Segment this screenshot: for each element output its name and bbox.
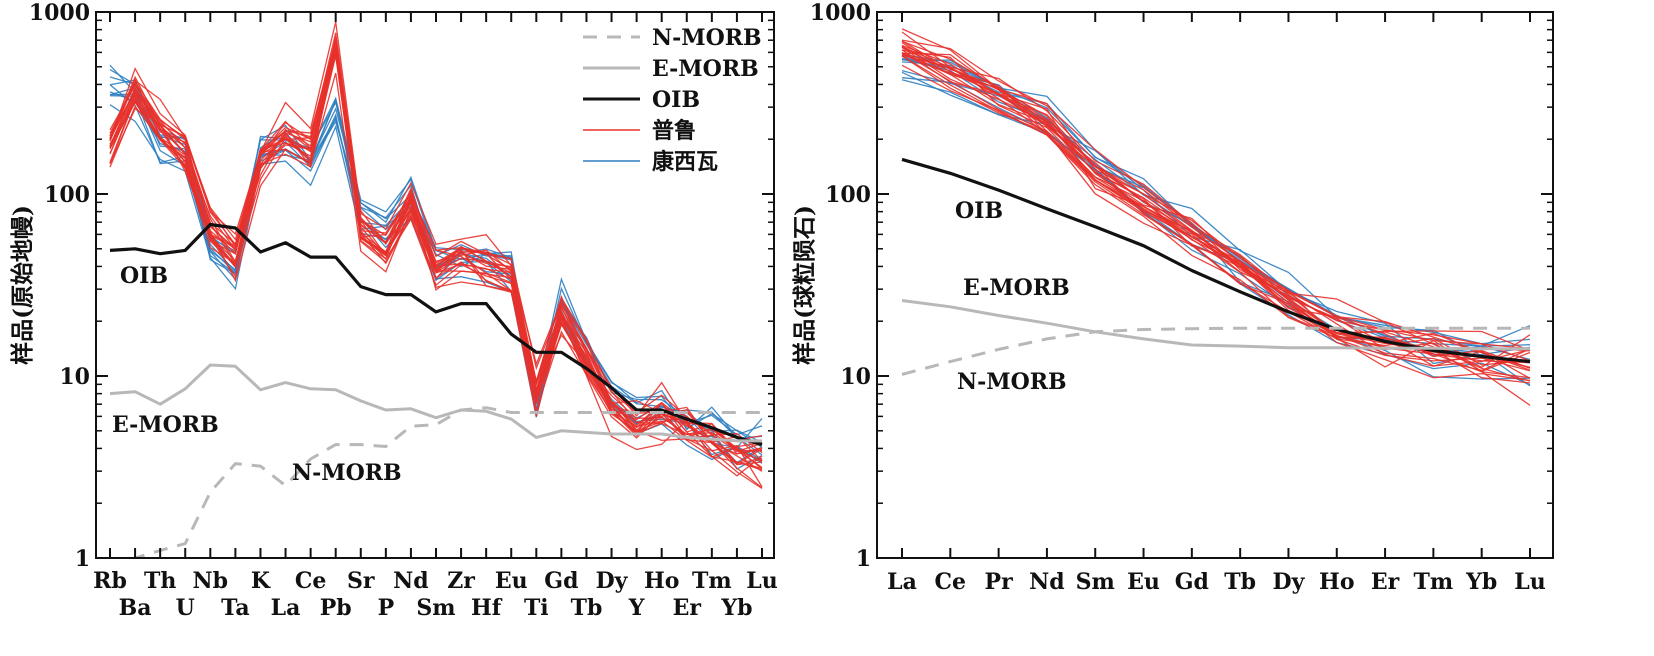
y-tick-label: 100	[44, 182, 90, 208]
pulu-sample-line	[109, 54, 763, 490]
x-tick-label: La	[271, 595, 301, 621]
x-tick-label: Tb	[571, 595, 603, 621]
x-tick-label: Gd	[544, 568, 578, 594]
y-tick-label: 1	[856, 546, 871, 572]
x-tick-label: Ho	[644, 568, 679, 594]
y-tick-label: 100	[825, 182, 871, 208]
nmorb-annotation: N-MORB	[957, 369, 1067, 395]
primitive-mantle-axes: 1 10 100 1000 Rb Th Nb K Ce Sr Nd Zr Eu Gd Dy Ho Tm Lu Ba U…	[9, 0, 778, 621]
x-tick-label: Eu	[1127, 569, 1160, 595]
x-tick-label: Lu	[746, 568, 777, 594]
nmorb-reference-line	[901, 326, 1530, 376]
y-tick-label: 1000	[29, 0, 90, 26]
legend-label: OIB	[652, 87, 700, 113]
emorb-reference-line	[901, 299, 1530, 351]
kangxiwa-sample-line	[109, 95, 763, 461]
legend-label: 普鲁	[652, 118, 696, 144]
pulu-sample-line	[901, 55, 1531, 382]
primitive-mantle-reference-lines	[109, 222, 763, 558]
x-tick-label: Tm	[692, 568, 732, 594]
emorb-reference-line	[109, 363, 762, 443]
x-tick-label: La	[887, 569, 917, 595]
y-tick-label: 10	[840, 364, 871, 390]
x-tick-label: P	[378, 595, 395, 621]
oib-annotation: OIB	[120, 263, 168, 289]
chondrite-panel: 1 10 100 1000 La Ce Pr Nd Sm Eu Gd Tb Dy Ho Er Tm Yb Lu 样品…	[791, 0, 1554, 595]
x-tick-label: Ta	[221, 595, 250, 621]
x-tick-label: Lu	[1514, 569, 1545, 595]
x-tick-label: Pr	[985, 569, 1014, 595]
x-tick-label: Tm	[1414, 569, 1454, 595]
chondrite-series	[901, 28, 1531, 406]
nmorb-annotation: N-MORB	[292, 460, 402, 486]
x-tick-label: Hf	[471, 595, 503, 621]
x-tick-label: U	[176, 595, 195, 621]
y-tick-label: 1000	[810, 0, 871, 26]
chondrite-axes: 1 10 100 1000 La Ce Pr Nd Sm Eu Gd Tb Dy Ho Er Tm Yb Lu 样品…	[791, 0, 1553, 595]
x-tick-label: Y	[628, 595, 645, 621]
x-tick-label: Ce	[935, 569, 967, 595]
x-tick-label: Th	[144, 568, 176, 594]
x-tick-label: Pb	[320, 595, 352, 621]
x-tick-label: Sm	[416, 595, 455, 621]
x-tick-label: Er	[1371, 569, 1400, 595]
pulu-sample-line	[901, 28, 1531, 362]
x-tick-label: Zr	[447, 568, 475, 594]
oib-reference-line	[109, 222, 763, 447]
pulu-sample-line	[109, 51, 763, 466]
legend-label: 康西瓦	[652, 149, 718, 175]
emorb-annotation: E-MORB	[963, 275, 1070, 301]
x-tick-label: Yb	[720, 595, 752, 621]
y-axis-label: 样品(原始地幔)	[9, 205, 36, 365]
y-tick-label: 1	[75, 546, 90, 572]
emorb-annotation: E-MORB	[112, 412, 219, 438]
x-tick-label: Ho	[1319, 569, 1354, 595]
x-tick-label: Gd	[1175, 569, 1209, 595]
x-tick-label: Dy	[1273, 569, 1306, 595]
kangxiwa-sample-line	[901, 77, 1531, 380]
x-tick-label: Eu	[495, 568, 528, 594]
x-tick-label: Ba	[119, 595, 152, 621]
x-tick-label: Er	[673, 595, 702, 621]
x-tick-label: Sm	[1076, 569, 1115, 595]
x-tick-label: K	[251, 568, 271, 594]
pulu-sample-line	[109, 48, 763, 462]
y-axis-label: 样品(球粒陨石)	[791, 205, 818, 365]
oib-annotation: OIB	[955, 198, 1003, 224]
pulu-sample-line	[109, 49, 763, 472]
pulu-sample-line	[109, 49, 763, 465]
x-tick-label: Tb	[1224, 569, 1256, 595]
x-tick-label: Nb	[193, 568, 229, 594]
x-tick-label: Rb	[93, 568, 127, 594]
x-tick-label: Yb	[1465, 569, 1497, 595]
chondrite-reference-lines	[901, 157, 1531, 376]
chondrite-annotations: OIB E-MORB N-MORB	[955, 198, 1070, 395]
pulu-sample-line	[901, 40, 1531, 382]
x-tick-label: Nd	[393, 568, 429, 594]
nmorb-reference-line	[133, 406, 762, 558]
y-tick-label: 10	[59, 364, 90, 390]
pulu-sample-line	[901, 44, 1531, 352]
legend-label: N-MORB	[652, 25, 762, 51]
kangxiwa-sample-line	[109, 79, 763, 444]
x-tick-label: Dy	[596, 568, 629, 594]
primitive-mantle-annotations: OIB E-MORB N-MORB	[112, 263, 402, 486]
primitive-mantle-panel: 1 10 100 1000 Rb Th Nb K Ce Sr Nd Zr Eu Gd Dy Ho Tm Lu Ba U…	[9, 0, 778, 621]
x-tick-label: Sr	[347, 568, 375, 594]
x-tick-label: Nd	[1029, 569, 1065, 595]
pulu-sample-line	[901, 31, 1531, 350]
x-tick-label: Ce	[295, 568, 327, 594]
pulu-sample-line	[901, 51, 1531, 379]
legend-label: E-MORB	[652, 56, 759, 82]
chondrite-plot-frame	[876, 11, 1554, 559]
x-tick-label: Ti	[524, 595, 549, 621]
